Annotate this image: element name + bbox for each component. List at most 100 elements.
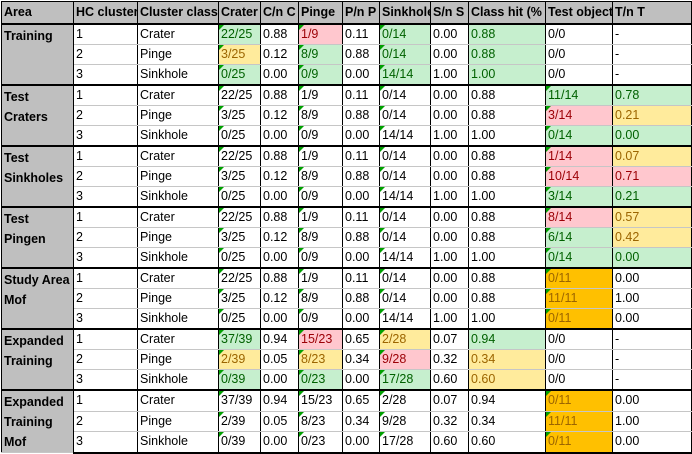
cell-class: Crater bbox=[137, 389, 219, 412]
cell-s-n-s: 0.00 bbox=[430, 23, 469, 45]
cell-sinkhole: 2/28 bbox=[379, 389, 431, 412]
cell-s-n-s: 0.32 bbox=[430, 349, 469, 370]
cell-s-n-s: 0.00 bbox=[430, 288, 469, 309]
cell-test-objects: 0/0 bbox=[545, 44, 613, 65]
cell-s-n-s: 0.00 bbox=[430, 227, 469, 248]
cell-p-n-p: 0.11 bbox=[342, 267, 380, 289]
cell-t-n-t: 0.57 bbox=[612, 206, 692, 228]
table-row: 2 Pinge 2/39 0.05 8/23 0.34 9/28 0.32 0.… bbox=[2, 410, 692, 432]
cell-p-n-p: 0.34 bbox=[342, 410, 380, 432]
cell-class: Crater bbox=[137, 328, 219, 350]
cell-class: Pinge bbox=[137, 227, 219, 248]
cell-p-n-p: 0.88 bbox=[342, 227, 380, 248]
cell-class-hit: 0.88 bbox=[468, 23, 546, 45]
cell-class-hit: 0.88 bbox=[468, 44, 546, 65]
cell-c-n-c: 0.88 bbox=[260, 206, 299, 228]
cell-class: Pinge bbox=[137, 44, 219, 65]
header-cluster-class: Cluster class bbox=[137, 1, 219, 25]
cell-cluster: 2 bbox=[73, 227, 138, 248]
cell-class: Sinkhole bbox=[137, 125, 219, 147]
cell-sinkhole: 0/14 bbox=[379, 206, 431, 228]
cell-class-hit: 0.88 bbox=[468, 206, 546, 228]
cell-pinge: 0/23 bbox=[298, 430, 343, 454]
cell-pinge: 1/9 bbox=[298, 267, 343, 289]
cell-s-n-s: 1.00 bbox=[430, 125, 469, 147]
cell-c-n-c: 0.88 bbox=[260, 267, 299, 289]
cell-s-n-s: 0.00 bbox=[430, 145, 469, 167]
table-row: 2 Pinge 3/25 0.12 8/9 0.88 0/14 0.00 0.8… bbox=[2, 105, 692, 126]
cell-pinge: 0/9 bbox=[298, 247, 343, 269]
cell-s-n-s: 1.00 bbox=[430, 186, 469, 208]
cell-p-n-p: 0.11 bbox=[342, 84, 380, 106]
header-crater: Crater bbox=[218, 1, 261, 25]
table-row: 2 Pinge 3/25 0.12 8/9 0.88 0/14 0.00 0.8… bbox=[2, 44, 692, 65]
cell-pinge: 15/23 bbox=[298, 328, 343, 350]
cell-pinge: 1/9 bbox=[298, 206, 343, 228]
table-row: 3 Sinkhole 0/25 0.00 0/9 0.00 14/14 1.00… bbox=[2, 186, 692, 208]
cell-class: Crater bbox=[137, 23, 219, 45]
cell-c-n-c: 0.94 bbox=[260, 389, 299, 412]
cell-s-n-s: 1.00 bbox=[430, 308, 469, 330]
cell-class: Pinge bbox=[137, 410, 219, 432]
cell-test-objects: 11/11 bbox=[545, 288, 613, 309]
cell-test-objects: 3/14 bbox=[545, 186, 613, 208]
cell-pinge: 0/9 bbox=[298, 308, 343, 330]
table-row: 3 Sinkhole 0/25 0.00 0/9 0.00 14/14 1.00… bbox=[2, 64, 692, 86]
table-row: Study Area Mof 1 Crater 22/25 0.88 1/9 0… bbox=[1, 267, 692, 330]
table-row: Test Sinkholes 1 Crater 22/25 0.88 1/9 0… bbox=[1, 145, 692, 208]
cell-t-n-t: 0.21 bbox=[612, 105, 692, 126]
header-row: Area HC cluster Cluster class Crater C/n… bbox=[1, 1, 692, 25]
cell-t-n-t: 0.21 bbox=[612, 186, 692, 208]
cell-p-n-p: 0.00 bbox=[342, 125, 380, 147]
cell-pinge: 8/23 bbox=[298, 349, 343, 370]
area-label: Test Sinkholes bbox=[1, 145, 74, 208]
cell-sinkhole: 9/28 bbox=[379, 349, 431, 370]
cell-pinge: 8/9 bbox=[298, 288, 343, 309]
cell-test-objects: 0/0 bbox=[545, 23, 613, 45]
cell-c-n-c: 0.12 bbox=[260, 227, 299, 248]
cell-c-n-c: 0.00 bbox=[260, 430, 299, 454]
cell-t-n-t: 0.42 bbox=[612, 227, 692, 248]
table-row: 3 Sinkhole 0/25 0.00 0/9 0.00 14/14 1.00… bbox=[2, 247, 692, 269]
cell-class-hit: 1.00 bbox=[468, 186, 546, 208]
cell-t-n-t: 0.00 bbox=[612, 125, 692, 147]
cell-crater: 0/39 bbox=[218, 430, 261, 454]
cell-test-objects: 0/11 bbox=[545, 308, 613, 330]
cell-s-n-s: 0.00 bbox=[430, 105, 469, 126]
table-row: Test Craters 1 Crater 22/25 0.88 1/9 0.1… bbox=[1, 84, 692, 147]
cell-class-hit: 0.88 bbox=[468, 105, 546, 126]
cell-cluster: 1 bbox=[73, 23, 138, 45]
cell-c-n-c: 0.12 bbox=[260, 44, 299, 65]
cell-t-n-t: 0.71 bbox=[612, 166, 692, 187]
cell-c-n-c: 0.00 bbox=[260, 369, 299, 391]
area-label: Training bbox=[1, 23, 74, 86]
cell-c-n-c: 0.00 bbox=[260, 247, 299, 269]
cell-cluster: 1 bbox=[73, 84, 138, 106]
cell-class: Pinge bbox=[137, 349, 219, 370]
cell-class-hit: 0.88 bbox=[468, 267, 546, 289]
cell-t-n-t: - bbox=[612, 369, 692, 391]
cell-pinge: 15/23 bbox=[298, 389, 343, 412]
cell-t-n-t: 0.00 bbox=[612, 389, 692, 412]
cell-s-n-s: 0.00 bbox=[430, 206, 469, 228]
cell-sinkhole: 0/14 bbox=[379, 105, 431, 126]
cell-s-n-s: 0.00 bbox=[430, 84, 469, 106]
cell-test-objects: 1/14 bbox=[545, 145, 613, 167]
cell-class-hit: 0.60 bbox=[468, 369, 546, 391]
cell-class-hit: 1.00 bbox=[468, 308, 546, 330]
cell-t-n-t: 0.00 bbox=[612, 267, 692, 289]
table-row: 2 Pinge 2/39 0.05 8/23 0.34 9/28 0.32 0.… bbox=[2, 349, 692, 370]
cell-c-n-c: 0.00 bbox=[260, 308, 299, 330]
table-row: 3 Sinkhole 0/25 0.00 0/9 0.00 14/14 1.00… bbox=[2, 125, 692, 147]
header-hc-cluster: HC cluster bbox=[73, 1, 138, 25]
cell-class: Sinkhole bbox=[137, 369, 219, 391]
cell-cluster: 2 bbox=[73, 349, 138, 370]
cell-c-n-c: 0.12 bbox=[260, 166, 299, 187]
cell-class-hit: 0.88 bbox=[468, 145, 546, 167]
cell-class-hit: 0.34 bbox=[468, 410, 546, 432]
cell-sinkhole: 0/14 bbox=[379, 227, 431, 248]
cell-cluster: 2 bbox=[73, 410, 138, 432]
cell-t-n-t: 0.00 bbox=[612, 308, 692, 330]
cell-crater: 37/39 bbox=[218, 328, 261, 350]
